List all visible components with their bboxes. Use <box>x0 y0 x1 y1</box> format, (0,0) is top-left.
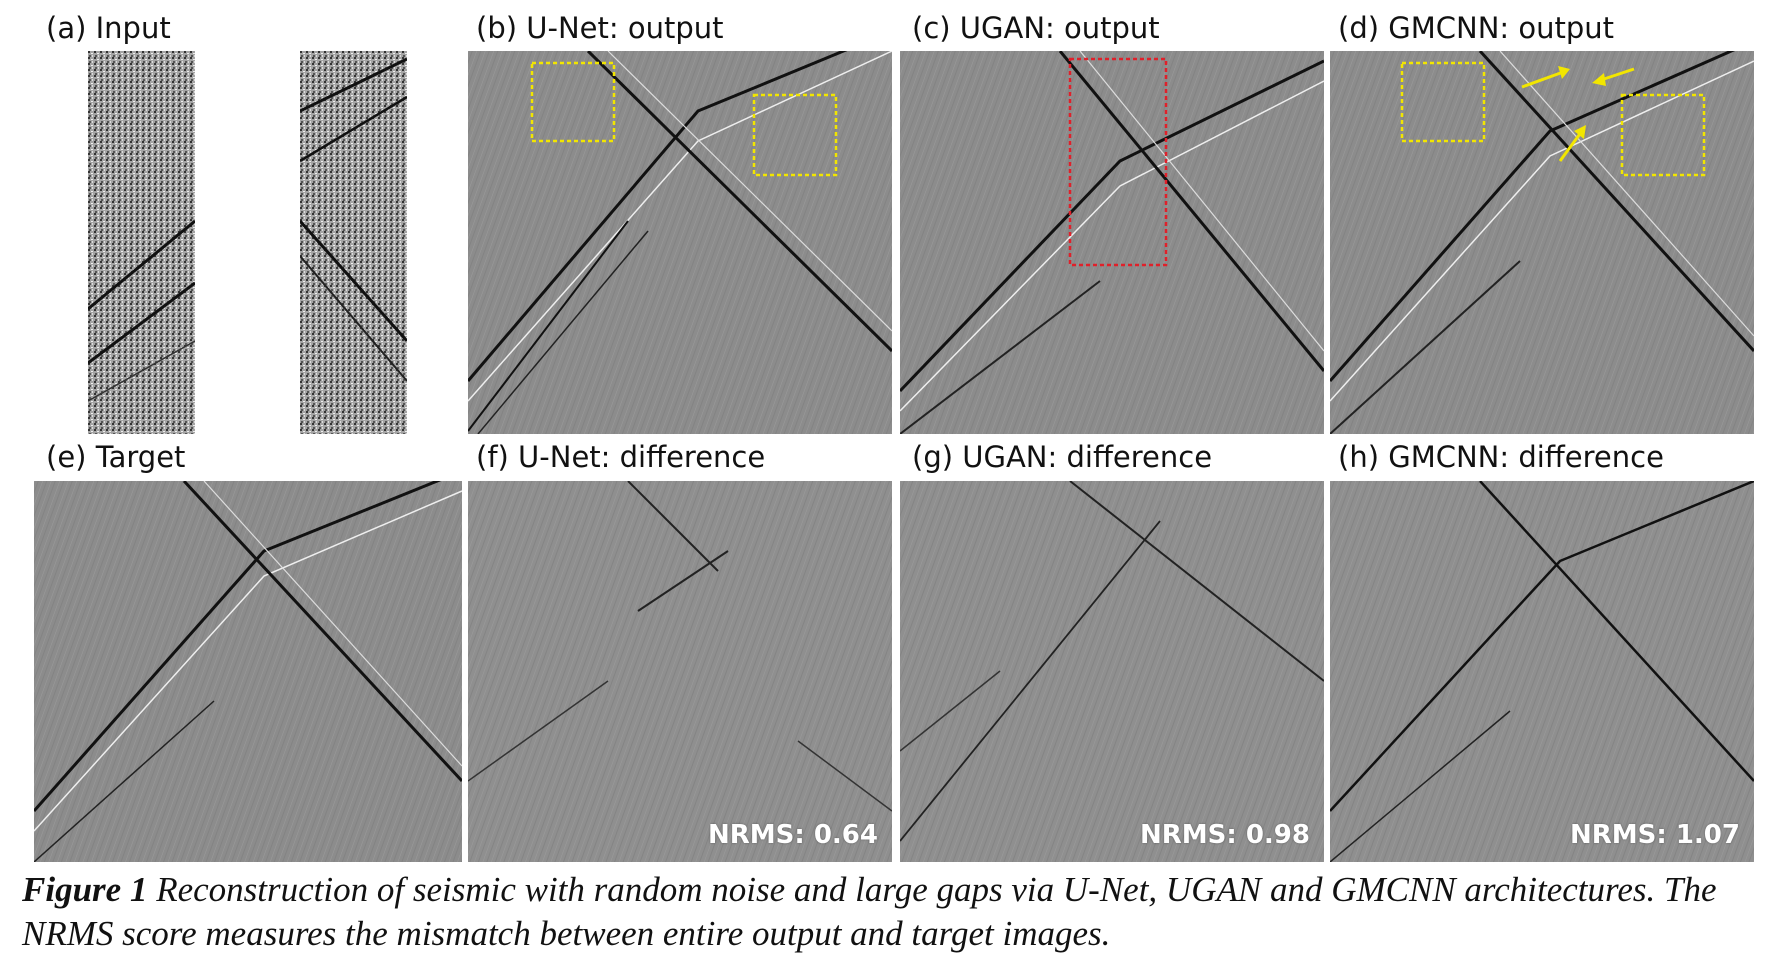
panel-label-b: (b) U-Net: output <box>476 11 724 45</box>
panel-label-h: (h) GMCNN: difference <box>1338 440 1664 474</box>
gmcnn-difference-image: NRMS: 1.07 <box>1330 481 1754 862</box>
panel-label-c: (c) UGAN: output <box>912 11 1160 45</box>
gmcnn-output-image <box>1330 51 1754 434</box>
panel-label-e: (e) Target <box>46 440 186 474</box>
target-image <box>34 481 462 862</box>
unet-difference-image: NRMS: 0.64 <box>468 481 892 862</box>
panel-label-f: (f) U-Net: difference <box>476 440 766 474</box>
ugan-difference-image: NRMS: 0.98 <box>900 481 1324 862</box>
figure-caption: Figure 1 Reconstruction of seismic with … <box>22 868 1772 956</box>
input-strip-left <box>88 51 195 434</box>
panel-label-d: (d) GMCNN: output <box>1338 11 1615 45</box>
panel-label-g: (g) UGAN: difference <box>912 440 1213 474</box>
panel-label-a: (a) Input <box>46 11 171 45</box>
unet-output-image <box>468 51 892 434</box>
input-strip-right <box>300 51 407 434</box>
ugan-output-image <box>900 51 1324 434</box>
figure-caption-text: Reconstruction of seismic with random no… <box>22 870 1717 953</box>
nrms-score-unet: NRMS: 0.64 <box>708 820 878 850</box>
nrms-score-gmcnn: NRMS: 1.07 <box>1570 820 1740 850</box>
figure-number: Figure 1 <box>22 870 148 909</box>
nrms-score-ugan: NRMS: 0.98 <box>1140 820 1310 850</box>
